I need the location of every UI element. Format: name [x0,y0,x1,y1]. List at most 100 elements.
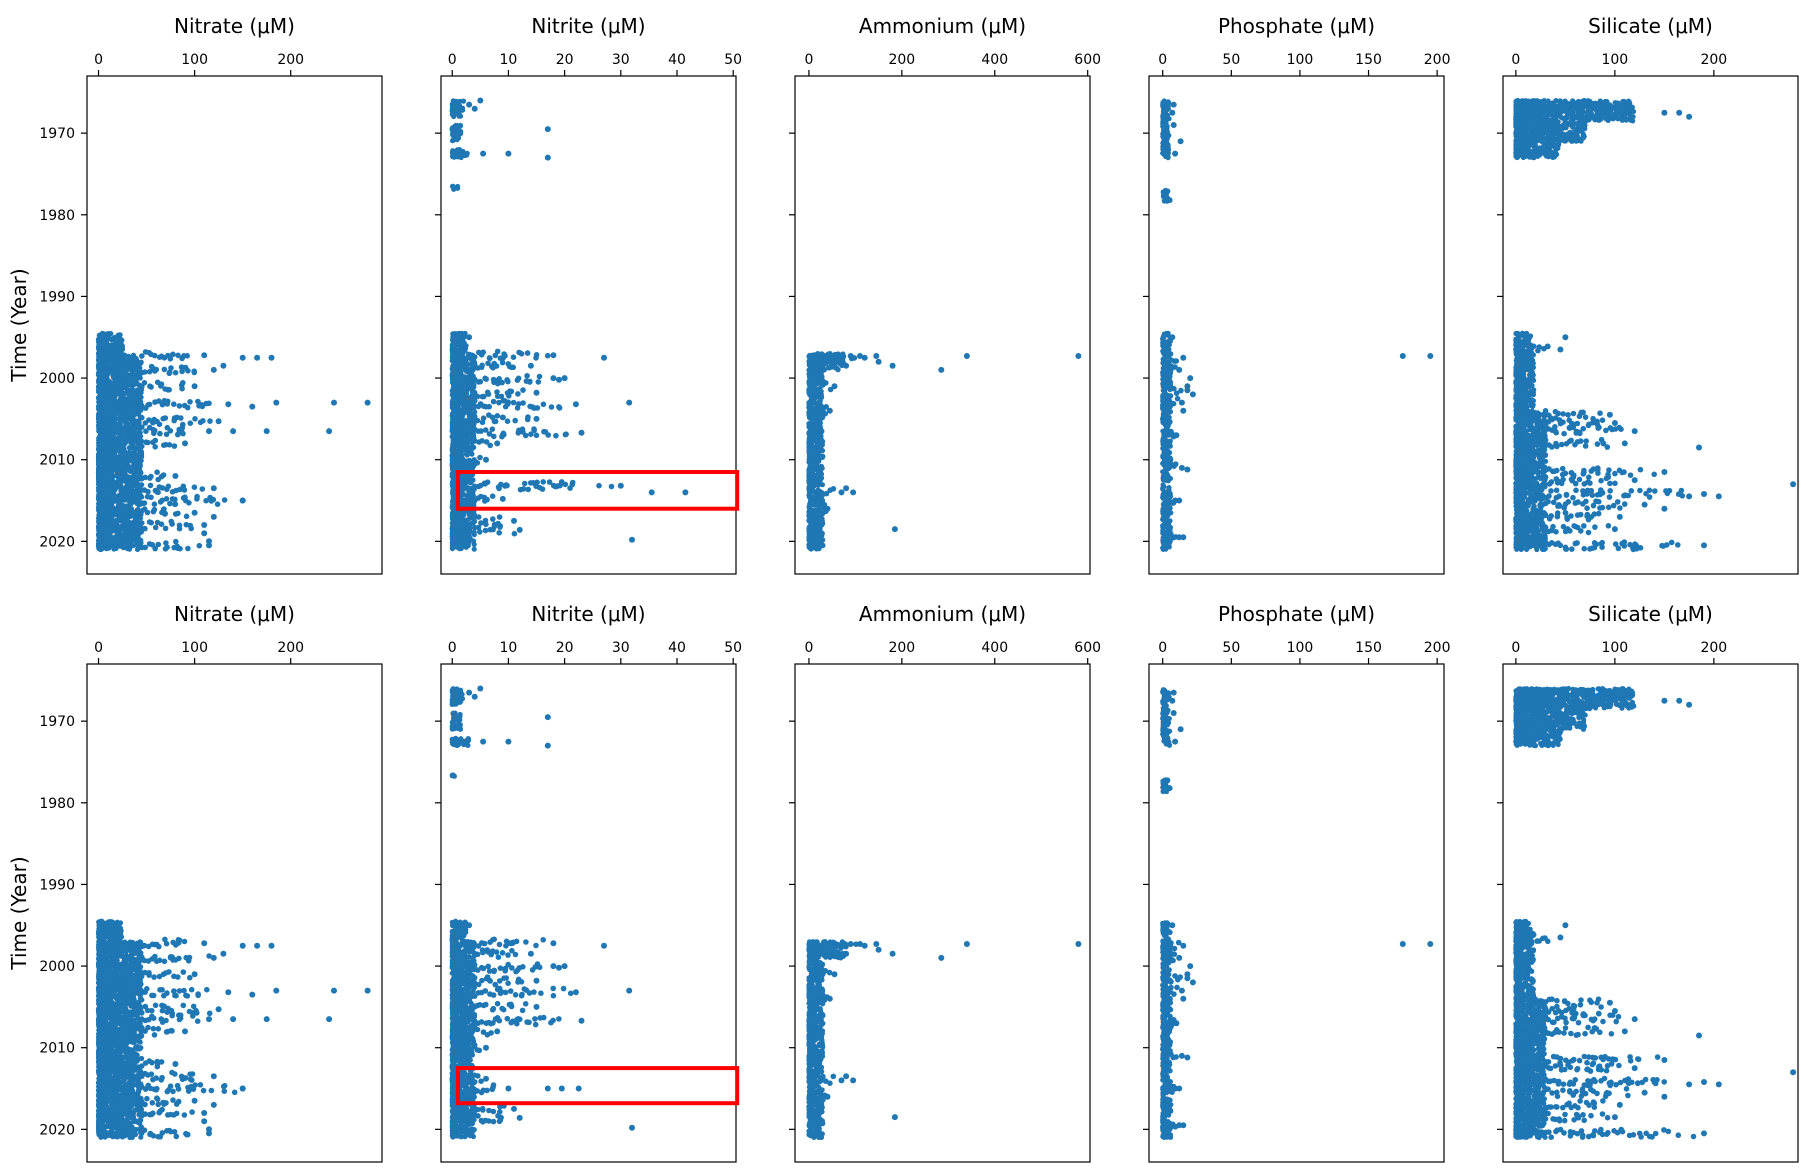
data-point [96,438,102,444]
data-point [456,99,462,105]
data-point [1163,107,1169,114]
data-point [221,497,228,503]
data-point [108,437,114,443]
data-point [125,514,131,520]
data-point [524,350,531,356]
data-point [159,485,166,491]
data-point [504,418,511,425]
x-tick-label: 50 [724,52,742,68]
data-point [496,399,502,406]
data-point [810,412,817,419]
data-point [529,404,536,410]
outlier-point [471,105,478,112]
data-point [464,360,470,366]
data-point [478,428,484,434]
data-point [203,497,209,504]
data-point [99,402,105,408]
data-point [454,523,460,529]
data-point [516,526,523,533]
data-point [464,451,470,457]
data-point [106,523,112,529]
scatter-points [95,330,371,553]
data-point [97,451,103,457]
data-point [489,493,496,500]
data-point [450,517,456,523]
data-point [463,389,469,395]
data-point [807,448,813,454]
data-point [460,480,466,486]
data-point [118,336,124,342]
data-point [470,433,476,439]
data-point [464,458,471,464]
data-point [112,362,118,369]
data-point [103,414,109,420]
data-point [195,398,201,405]
data-point [133,376,139,382]
data-point [490,398,497,405]
data-point [117,447,123,453]
data-point [176,525,183,532]
data-point [502,353,508,359]
data-point [533,415,540,422]
data-point [97,423,103,429]
data-point [163,496,170,502]
data-point [138,537,144,543]
data-point [1161,132,1167,138]
data-point [460,352,466,359]
data-point [455,154,461,160]
data-point [126,445,132,451]
data-point [453,109,459,115]
data-point [96,342,102,348]
outlier-point [331,399,337,406]
data-point [818,498,824,504]
data-point [489,426,496,433]
data-point [470,493,476,499]
data-point [454,148,460,154]
data-point [121,457,127,463]
outlier-point [889,362,896,369]
data-point [499,359,506,366]
data-point [843,362,850,369]
data-point [162,510,168,517]
data-point [453,418,460,424]
data-point [1162,189,1168,195]
data-point [210,366,217,373]
data-point [117,412,123,418]
outlier-point [201,530,208,537]
data-point [172,496,178,503]
data-point [483,439,490,445]
data-point [109,394,115,400]
data-point [569,481,576,488]
data-point [479,438,485,444]
data-point [142,544,148,551]
data-point [121,474,127,480]
data-point [452,338,458,344]
data-point [818,539,824,545]
data-point [185,545,191,552]
data-point [127,523,133,529]
data-point [112,446,118,452]
data-point [131,466,137,472]
data-point [121,443,127,449]
data-point [138,399,144,405]
data-point [114,521,120,528]
data-point [506,393,512,399]
x-tick-label: 0 [804,52,813,68]
data-point [127,546,133,552]
data-point [181,487,188,493]
data-point [813,477,819,483]
data-point [167,500,173,507]
data-point [97,413,103,419]
data-point [120,437,126,443]
data-point [461,530,467,536]
data-point [131,488,137,494]
data-point [806,534,812,540]
data-point [451,463,457,469]
data-point [455,394,462,400]
axes-frame [440,75,737,575]
data-point [182,364,189,371]
data-point [187,399,193,405]
data-point [451,500,457,506]
data-point [450,152,456,158]
panel-title: Nitrate (μM) [174,14,295,38]
